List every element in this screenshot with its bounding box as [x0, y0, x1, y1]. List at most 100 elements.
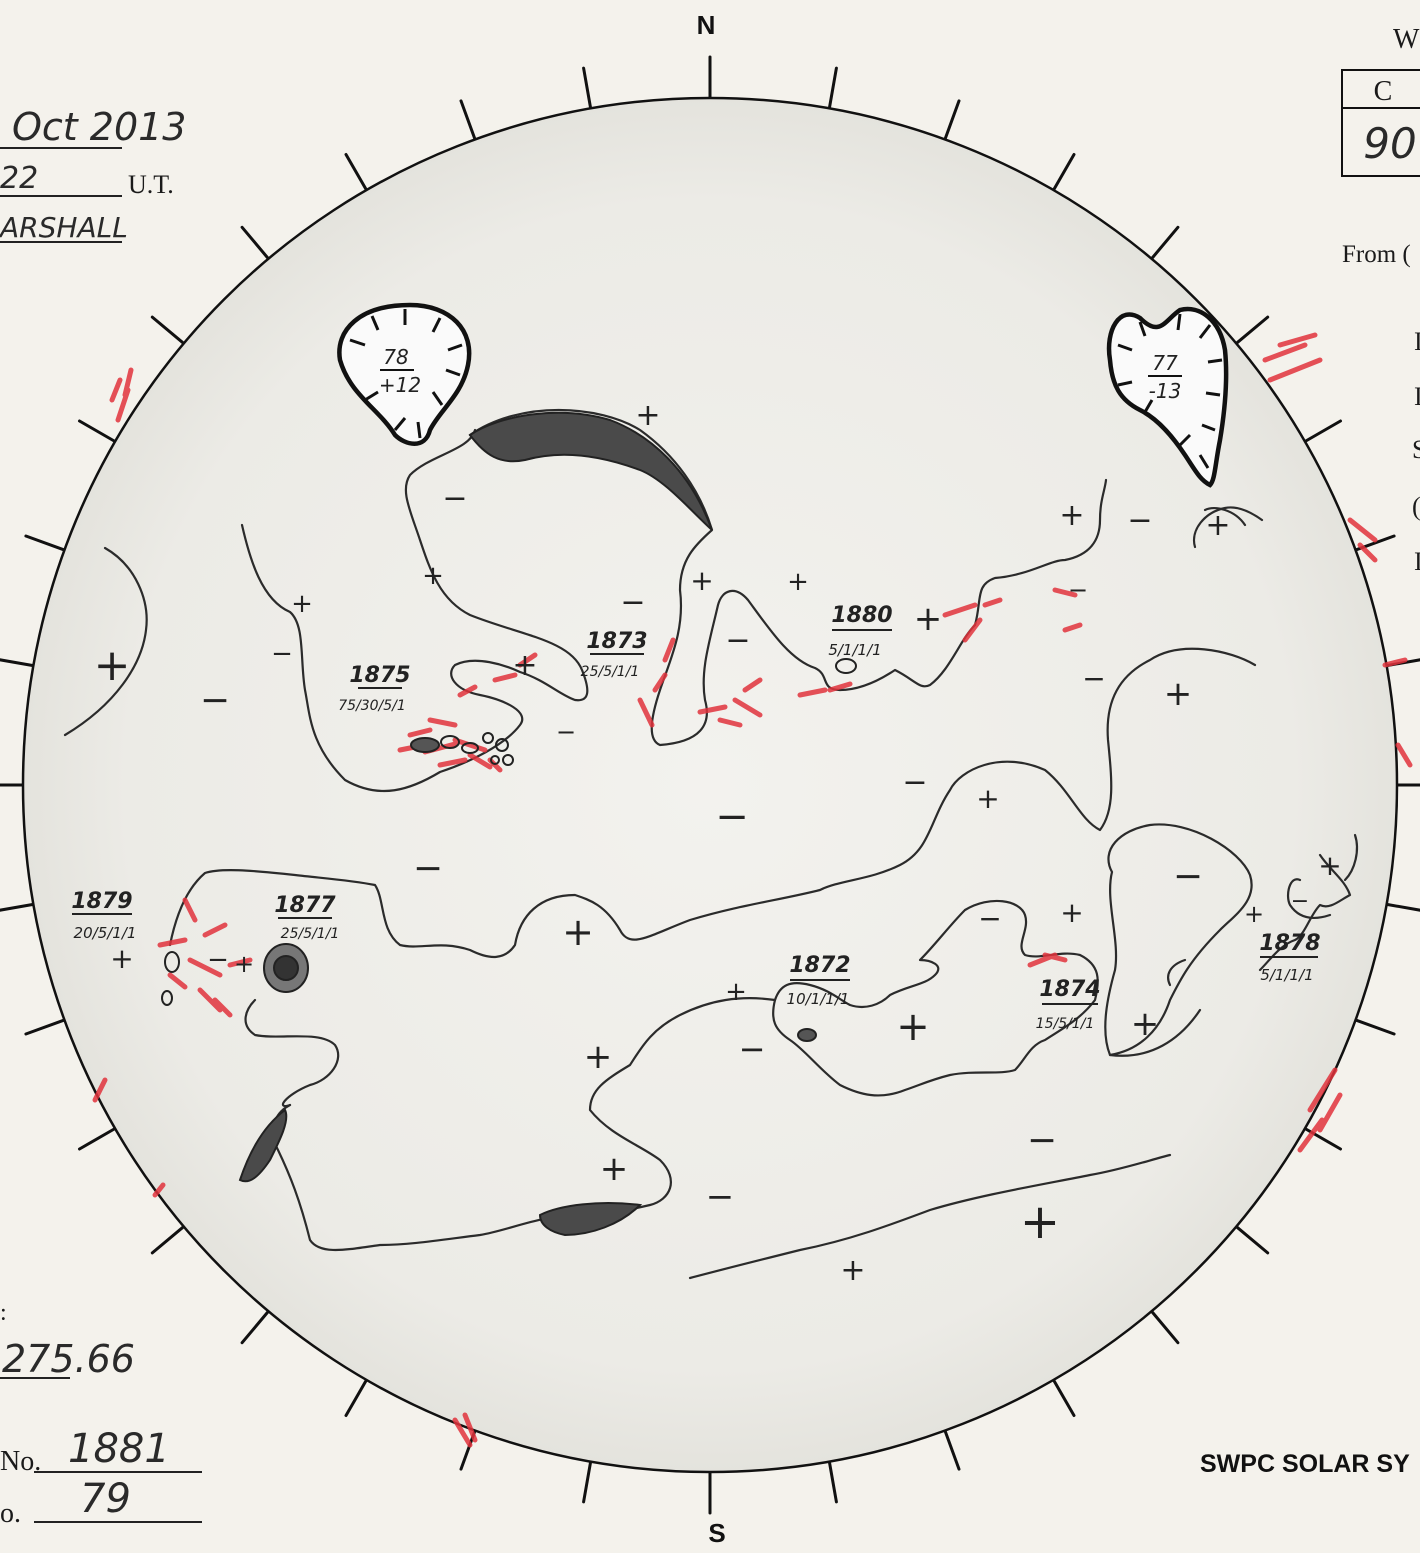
positive-polarity-mark: +	[1060, 896, 1083, 929]
positive-polarity-mark: +	[840, 1253, 865, 1288]
positive-polarity-mark: +	[914, 599, 943, 639]
positive-polarity-mark: +	[1244, 900, 1264, 928]
next-ch-value: 79	[80, 1476, 131, 1522]
positive-polarity-mark: +	[234, 950, 254, 978]
negative-polarity-mark: −	[1027, 1120, 1057, 1161]
neutral-lines	[63, 408, 1359, 1280]
region-1875-number: 1875	[349, 663, 410, 688]
tick-mark	[344, 153, 368, 191]
limb-plage-marks	[92, 332, 1413, 1448]
positive-polarity-mark: +	[976, 782, 999, 815]
from-label: From (	[1342, 241, 1411, 268]
region-1872-class: 10/1/1/1	[787, 990, 850, 1008]
region-1874-class: 15/5/1/1	[1036, 1016, 1095, 1032]
tick-mark	[828, 66, 838, 109]
tick-mark	[344, 1379, 368, 1417]
tick-mark	[1304, 419, 1342, 443]
footer-title: SWPC SOLAR SY	[1200, 1450, 1410, 1478]
negative-polarity-mark: −	[739, 1030, 766, 1068]
positive-polarity-mark: +	[896, 1004, 930, 1050]
region-1874-number: 1874	[1039, 977, 1100, 1002]
positive-polarity-mark: +	[584, 1037, 613, 1077]
header-time-unit: U.T.	[128, 170, 174, 199]
active-region-plage	[157, 587, 1083, 1018]
right-letter-4: (	[1412, 492, 1420, 521]
positive-polarity-mark: +	[690, 564, 713, 597]
tick-mark	[24, 534, 65, 552]
header-time: 22	[0, 161, 38, 196]
region-labels: 1875 75/30/5/1 1873 25/5/1/1 1880 5/1/1/…	[71, 603, 1320, 1032]
tick-mark	[1386, 903, 1420, 912]
polarity-symbols: +−+−−++−+ ++−++ − +−− +− +−−+ − +−++−+ − ++− + +++−…	[94, 398, 1342, 1288]
negative-polarity-mark: −	[715, 794, 749, 840]
tick-mark	[240, 1310, 270, 1345]
header-observer: ARSHALL	[0, 211, 128, 244]
negative-polarity-mark: −	[725, 623, 750, 658]
positive-polarity-mark: +	[1020, 1194, 1060, 1250]
positive-polarity-mark: +	[1059, 498, 1084, 533]
positive-polarity-mark: +	[1318, 849, 1341, 882]
coronal-hole-78: 78 +12	[337, 302, 472, 446]
compass-north: N	[697, 10, 716, 40]
weather-table: W C 90	[1341, 24, 1420, 177]
negative-polarity-mark: −	[556, 718, 576, 746]
region-1880-class: 5/1/1/1	[828, 641, 881, 659]
tick-mark	[582, 1461, 592, 1504]
ch-77-latitude: -13	[1149, 379, 1182, 403]
weather-col-value: 90	[1363, 119, 1416, 168]
positive-polarity-mark: +	[562, 910, 594, 954]
positive-polarity-mark: +	[110, 942, 133, 975]
right-panel: From ( I I S ( I	[1342, 241, 1420, 576]
tick-mark	[150, 315, 185, 345]
tick-mark	[582, 66, 592, 109]
tick-mark	[1150, 225, 1180, 260]
ch-77-number: 77	[1152, 351, 1178, 375]
region-1878-class: 5/1/1/1	[1260, 966, 1313, 984]
ch-78-latitude: +12	[379, 373, 421, 397]
right-letter-5: I	[1414, 547, 1420, 576]
next-region-value: 1881	[68, 1426, 170, 1472]
negative-polarity-mark: −	[413, 848, 443, 889]
header-block: Oct 2013 22 U.T. ARSHALL	[0, 105, 187, 244]
positive-polarity-mark: +	[600, 1149, 629, 1189]
positive-polarity-mark: +	[291, 589, 313, 619]
weather-col-label: C	[1374, 76, 1393, 107]
tick-mark	[828, 1461, 838, 1504]
negative-polarity-mark: −	[978, 902, 1001, 935]
positive-polarity-mark: +	[1205, 508, 1230, 543]
negative-polarity-mark: −	[1068, 576, 1088, 604]
tick-mark	[943, 99, 961, 140]
coronal-hole-77: 77 -13	[1106, 306, 1229, 488]
region-1873-number: 1873	[586, 629, 647, 654]
positive-polarity-mark: +	[787, 567, 809, 597]
tick-mark	[1235, 1225, 1270, 1255]
positive-polarity-mark: +	[94, 640, 131, 691]
tick-mark	[1355, 1018, 1396, 1036]
sunspots	[161, 658, 857, 1042]
region-1872-number: 1872	[789, 953, 850, 978]
positive-polarity-mark: +	[1131, 1004, 1160, 1044]
positive-polarity-mark: +	[422, 561, 444, 591]
negative-polarity-mark: −	[1127, 503, 1152, 538]
tick-mark	[1150, 1310, 1180, 1345]
tick-mark	[943, 1430, 961, 1471]
negative-polarity-mark: −	[902, 765, 927, 800]
region-1877-class: 25/5/1/1	[281, 926, 340, 942]
compass-south: S	[708, 1518, 725, 1548]
solar-disc	[21, 96, 1399, 1474]
tick-mark	[240, 225, 270, 260]
negative-polarity-mark: −	[1291, 889, 1309, 914]
right-letter-2: I	[1414, 382, 1420, 411]
negative-polarity-mark: −	[207, 945, 229, 975]
tick-mark	[78, 419, 116, 443]
tick-mark	[78, 1127, 116, 1151]
tick-mark	[0, 658, 34, 667]
region-1879-number: 1879	[71, 889, 132, 914]
bottom-left-block: : 275.66 No. 1881 o. 79	[0, 1300, 202, 1529]
positive-polarity-mark: +	[512, 648, 537, 683]
negative-polarity-mark: −	[442, 481, 467, 516]
negative-polarity-mark: −	[706, 1177, 735, 1217]
negative-polarity-mark: −	[1082, 662, 1105, 695]
region-1879-class: 20/5/1/1	[74, 924, 137, 942]
